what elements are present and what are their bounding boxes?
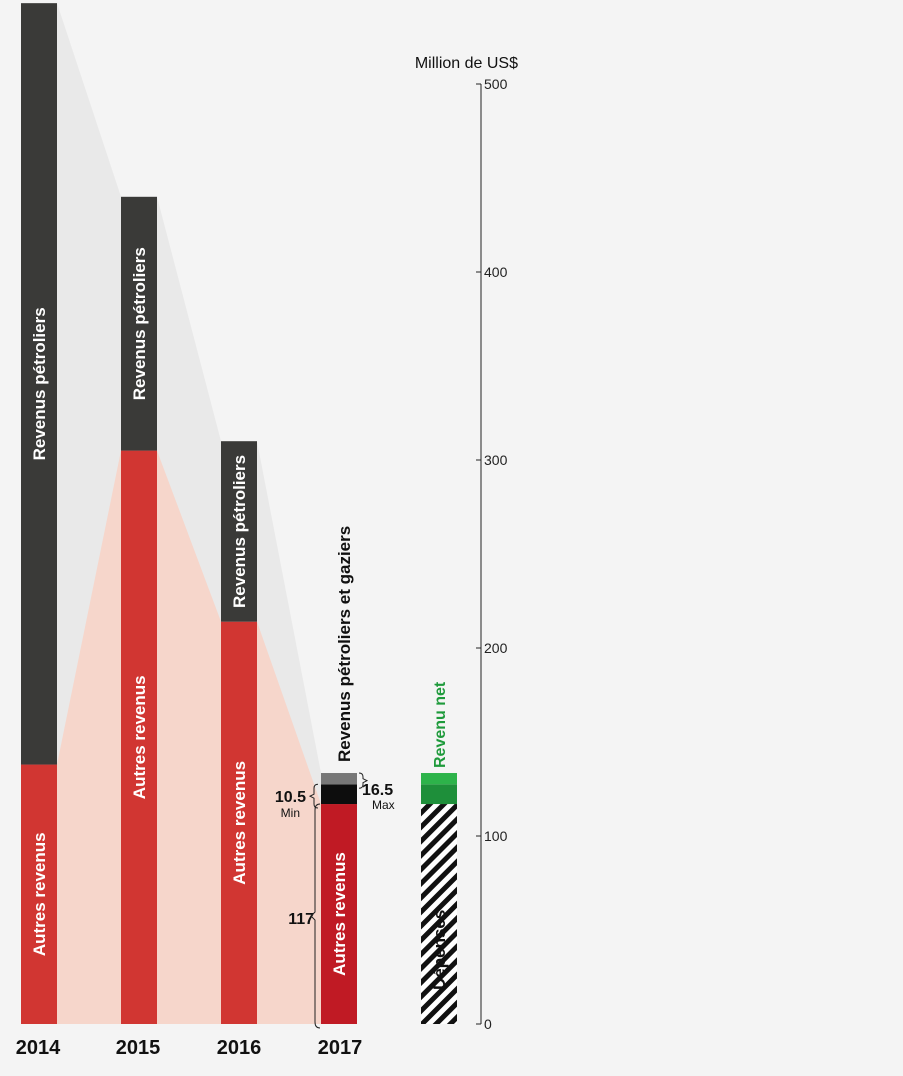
oil-revenue-bar-2016	[221, 441, 257, 622]
unit-label: Million de US$	[415, 55, 518, 72]
oil-gas-max-bar-2017	[321, 773, 357, 785]
year-label-2017: 2017	[318, 1037, 363, 1059]
year-label-2015: 2015	[116, 1037, 161, 1059]
x-axis-labels: 2014 2015 2016 2017	[16, 1037, 363, 1059]
max-brace	[358, 772, 369, 789]
bar-labels: Autres revenus Revenus pétroliers Autres r…	[30, 247, 349, 976]
max-value: 16.5	[362, 782, 393, 799]
oil-revenue-bar-2015	[121, 196, 157, 451]
net-revenue-group: Revenu net Dépenses	[430, 681, 449, 990]
other-band-2015	[157, 450, 221, 1025]
oil-revenue-label-2014: Revenus pétroliers	[30, 307, 49, 460]
year-label-2016: 2016	[217, 1037, 262, 1059]
y-tick-label-0: 0	[484, 1016, 492, 1032]
year-label-2014: 2014	[16, 1037, 61, 1059]
other-revenue-bar-2014	[21, 764, 57, 1024]
y-tick-label-100: 100	[484, 828, 508, 844]
other-revenue-label-2017: Autres revenus	[330, 852, 349, 976]
net-revenue-label: Revenu net	[432, 681, 449, 768]
annotations-2017: 10.5 Min 16.5 Max 117 Revenus pétroliers…	[275, 526, 395, 1029]
connector-bands	[57, 3, 321, 1025]
max-label: Max	[372, 798, 395, 812]
other-revenue-bar-2017	[321, 804, 357, 1024]
oil-gas-label: Revenus pétroliers et gaziers	[335, 526, 354, 762]
y-tick-label-500: 500	[484, 76, 508, 92]
other-revenue-label-2014: Autres revenus	[30, 832, 49, 956]
base-brace	[310, 803, 321, 1029]
expenses-label: Dépenses	[430, 910, 449, 990]
other-revenue-label-2015: Autres revenus	[130, 675, 149, 799]
y-tick-label-300: 300	[484, 452, 508, 468]
y-tick-label-200: 200	[484, 640, 508, 656]
other-band-2014	[57, 450, 121, 1025]
min-label: Min	[281, 806, 300, 820]
other-revenue-bar-2016	[221, 621, 257, 1024]
other-band-2016	[257, 621, 321, 1024]
other-revenue-bar-2015	[121, 450, 157, 1025]
oil-gas-min-bar-2017	[321, 784, 357, 805]
y-ticks: 0 100 200 300 400 500	[476, 76, 508, 1032]
other-revenue-label-2016: Autres revenus	[230, 761, 249, 885]
y-tick-label-400: 400	[484, 264, 508, 280]
net-revenue-min-bar	[421, 784, 457, 805]
net-revenue-max-bar	[421, 773, 457, 785]
base-value: 117	[288, 911, 314, 928]
expenses-bar	[421, 804, 457, 1024]
oil-revenue-label-2016: Revenus pétroliers	[230, 455, 249, 608]
y-axis: Million de US$ 0 100 200 300 400 500	[415, 55, 518, 1032]
min-value: 10.5	[275, 789, 306, 806]
bars	[21, 3, 457, 1025]
oil-revenue-bar-2014	[21, 3, 57, 765]
oil-revenue-label-2015: Revenus pétroliers	[130, 247, 149, 400]
